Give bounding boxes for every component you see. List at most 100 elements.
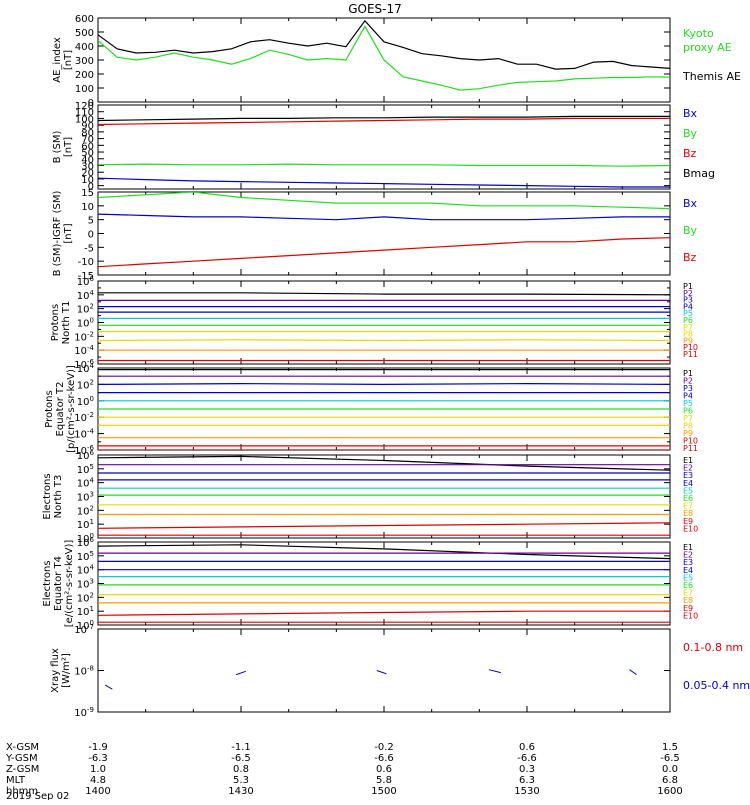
legend-entry: P7 [683,323,693,332]
y-tick-label-exp: 2 [90,303,94,311]
y-tick-label: 200 [75,70,94,81]
y-tick-label-base: 10 [77,479,90,490]
legend-entry: E9 [683,604,693,613]
y-tick-label-base: 10 [74,413,87,424]
ephemeris-value: -6.5 [660,753,680,764]
legend-entry: P11 [683,444,698,453]
y-tick-label: 110 [75,108,94,119]
legend-entry: E3 [683,558,693,567]
y-tick-label-base: 10 [77,607,90,618]
legend-entry: E10 [683,611,698,620]
y-tick-label: 30 [81,161,94,172]
y-tick-label-base: 10 [74,346,87,357]
y-tick-label: 400 [75,42,94,53]
y-tick-label: 102 [77,378,94,391]
ephemeris-value: 1400 [85,786,110,797]
y-tick-label-base: 10 [74,625,87,636]
y-axis-label: ElectronsEquator T4[e/(cm²-s-sr-keV)] [42,540,75,628]
ephemeris-row-label: hhmm [6,786,38,797]
legend-entry: P6 [683,316,693,325]
legend-entry: E7 [683,589,693,598]
y-tick-label: 70 [81,135,94,146]
y-tick-label: 100 [77,532,94,545]
y-axis-label-line: Protons [44,390,55,427]
y-tick-label-base: 10 [77,319,90,330]
y-tick-label-exp: 0 [90,619,94,627]
chart-title: GOES-17 [348,2,402,16]
y-axis-label-line: B (SM)-IGRF (SM) [52,191,63,277]
legend-entry: Bz [683,251,697,264]
y-tick-label: 300 [75,56,94,67]
y-tick-label-exp: 0 [90,395,94,403]
series-line-themis-ae [98,19,670,70]
ephemeris-value: 5.3 [233,775,249,786]
y-tick-label-exp: 3 [90,491,94,499]
y-tick-label: 100 [77,317,94,330]
y-tick-label: 10-4 [74,428,94,441]
legend-entry: P5 [683,399,693,408]
legend-entry: P2 [683,289,693,298]
y-tick-label-base: 10 [74,667,87,678]
y-tick-label-exp: 4 [90,289,95,297]
legend-entry: E5 [683,573,693,582]
y-tick-label: 10-2 [74,411,94,424]
legend-entry: E7 [683,502,693,511]
y-tick-label-base: 10 [77,538,90,549]
ephemeris-value: -6.6 [374,753,394,764]
legend-entry: P11 [683,350,698,359]
ephemeris-value: -6.5 [231,753,251,764]
legend-entry: P4 [683,392,693,401]
y-tick-label-exp: 0 [90,532,94,540]
legend-entry: E9 [683,517,693,526]
y-axis-label: ProtonsEquator T2[p/(cm²-s-sr-keV)] [44,365,77,453]
y-tick-label: 102 [77,504,94,517]
ephemeris-value: 1.5 [662,742,678,753]
y-axis-label-line: Electrons [42,560,53,606]
y-tick-label-exp: 2 [90,591,94,599]
y-tick-label: 103 [77,578,94,591]
y-axis-label: B (SM)-IGRF (SM)[nT] [52,191,74,277]
legend-entry: P9 [683,429,693,438]
legend-entry: P2 [683,377,693,386]
y-tick-label: 104 [77,477,95,490]
legend-entry: E5 [683,486,693,495]
y-axis-label-line: Xray flux [50,648,61,693]
y-tick-label-base: 10 [77,364,90,375]
y-tick-label: 104 [77,289,95,302]
y-tick-label-base: 10 [74,446,87,457]
y-tick-label-exp: -4 [87,344,95,352]
y-tick-label: 0 [88,182,94,193]
y-tick-label-exp: 1 [90,605,94,613]
legend-entry: E6 [683,581,693,590]
y-tick-label: 120 [75,101,94,112]
legend-entry: E3 [683,471,693,480]
series-line-e9 [98,522,670,529]
legend-entry: proxy AE [683,41,732,54]
y-tick-label-base: 10 [77,493,90,504]
y-tick-label: 106 [77,449,95,462]
legend-entry: 0.05-0.4 nm [683,679,750,692]
ephemeris-value: 1500 [371,786,396,797]
y-tick-label-base: 10 [77,277,90,288]
y-tick-label: 500 [75,28,94,39]
legend-entry: E8 [683,509,693,518]
y-tick-label: 10-8 [74,665,94,678]
legend-entry: E4 [683,566,693,575]
y-axis-label-line: [nT] [63,50,74,70]
y-axis-label-line: [e/(cm²-s-sr-keV)] [64,540,75,628]
y-tick-label: 100 [75,114,94,125]
y-tick-label: 105 [77,463,94,476]
y-axis-label-line: [nT] [63,137,74,157]
y-tick-label-exp: 4 [90,564,95,572]
ephemeris-value: -0.2 [374,742,394,753]
series-line-p8 [98,339,670,342]
legend-entry: Bx [683,107,698,120]
y-tick-label-base: 10 [77,621,90,632]
legend-entry: P3 [683,384,693,393]
y-tick-label-base: 10 [74,332,87,343]
y-axis-label: AE_index[nT] [52,37,74,83]
y-tick-label: 102 [77,303,94,316]
ephemeris-value: 6.3 [519,775,535,786]
y-tick-label-exp: -6 [87,444,95,452]
